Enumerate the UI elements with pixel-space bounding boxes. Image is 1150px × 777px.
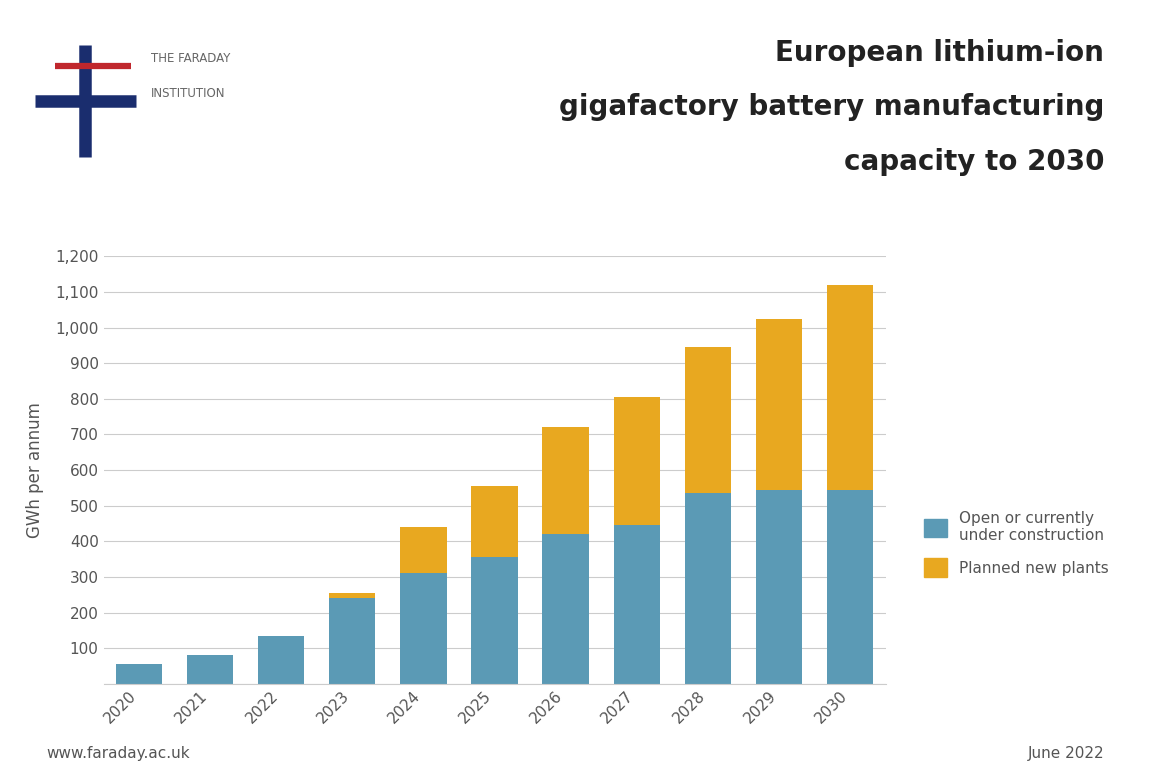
Bar bbox=[329, 593, 375, 598]
Text: THE FARADAY: THE FARADAY bbox=[151, 52, 230, 65]
Bar bbox=[187, 655, 233, 684]
Bar bbox=[756, 319, 802, 490]
Bar bbox=[472, 557, 518, 684]
Bar bbox=[827, 285, 873, 490]
Bar bbox=[756, 490, 802, 684]
Bar bbox=[614, 397, 660, 525]
Bar bbox=[258, 636, 305, 684]
Bar bbox=[543, 427, 589, 535]
Legend: Open or currently
under construction, Planned new plants: Open or currently under construction, Pl… bbox=[917, 503, 1117, 585]
Text: European lithium-ion: European lithium-ion bbox=[775, 39, 1104, 67]
Bar bbox=[400, 573, 446, 684]
Y-axis label: GWh per annum: GWh per annum bbox=[26, 402, 44, 538]
Bar bbox=[827, 490, 873, 684]
Bar bbox=[684, 347, 731, 493]
Text: June 2022: June 2022 bbox=[1027, 747, 1104, 761]
Text: www.faraday.ac.uk: www.faraday.ac.uk bbox=[46, 747, 190, 761]
Text: INSTITUTION: INSTITUTION bbox=[151, 87, 225, 100]
Bar bbox=[614, 525, 660, 684]
Bar bbox=[543, 535, 589, 684]
Bar bbox=[472, 486, 518, 557]
Text: capacity to 2030: capacity to 2030 bbox=[843, 148, 1104, 176]
Bar bbox=[116, 664, 162, 684]
Text: gigafactory battery manufacturing: gigafactory battery manufacturing bbox=[559, 93, 1104, 121]
Bar bbox=[684, 493, 731, 684]
Bar bbox=[329, 598, 375, 684]
Bar bbox=[400, 527, 446, 573]
